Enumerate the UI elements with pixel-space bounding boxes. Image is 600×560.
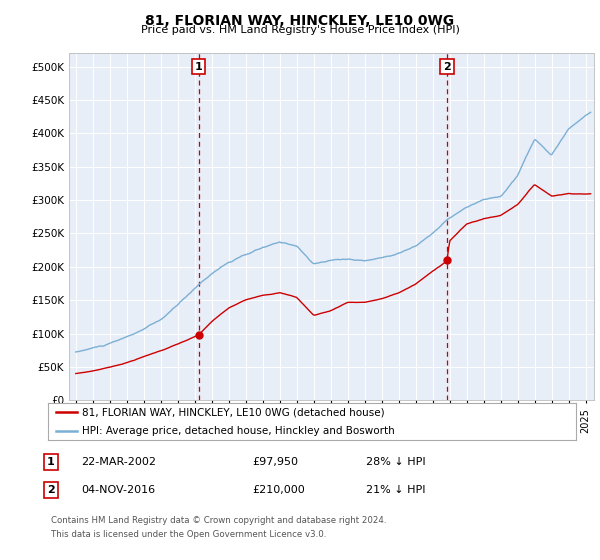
Text: £97,950: £97,950 bbox=[252, 457, 298, 467]
Text: HPI: Average price, detached house, Hinckley and Bosworth: HPI: Average price, detached house, Hinc… bbox=[82, 426, 395, 436]
Text: 1: 1 bbox=[47, 457, 55, 467]
Text: 81, FLORIAN WAY, HINCKLEY, LE10 0WG: 81, FLORIAN WAY, HINCKLEY, LE10 0WG bbox=[145, 14, 455, 28]
Text: 22-MAR-2002: 22-MAR-2002 bbox=[81, 457, 156, 467]
Text: 04-NOV-2016: 04-NOV-2016 bbox=[81, 485, 155, 495]
Text: £210,000: £210,000 bbox=[252, 485, 305, 495]
Text: 81, FLORIAN WAY, HINCKLEY, LE10 0WG (detached house): 81, FLORIAN WAY, HINCKLEY, LE10 0WG (det… bbox=[82, 407, 385, 417]
Point bbox=[194, 330, 203, 339]
Point bbox=[442, 256, 452, 265]
Text: Price paid vs. HM Land Registry's House Price Index (HPI): Price paid vs. HM Land Registry's House … bbox=[140, 25, 460, 35]
Text: 2: 2 bbox=[443, 62, 451, 72]
Text: 1: 1 bbox=[195, 62, 203, 72]
Text: This data is licensed under the Open Government Licence v3.0.: This data is licensed under the Open Gov… bbox=[51, 530, 326, 539]
Text: Contains HM Land Registry data © Crown copyright and database right 2024.: Contains HM Land Registry data © Crown c… bbox=[51, 516, 386, 525]
Text: 28% ↓ HPI: 28% ↓ HPI bbox=[366, 457, 425, 467]
Text: 21% ↓ HPI: 21% ↓ HPI bbox=[366, 485, 425, 495]
Text: 2: 2 bbox=[47, 485, 55, 495]
